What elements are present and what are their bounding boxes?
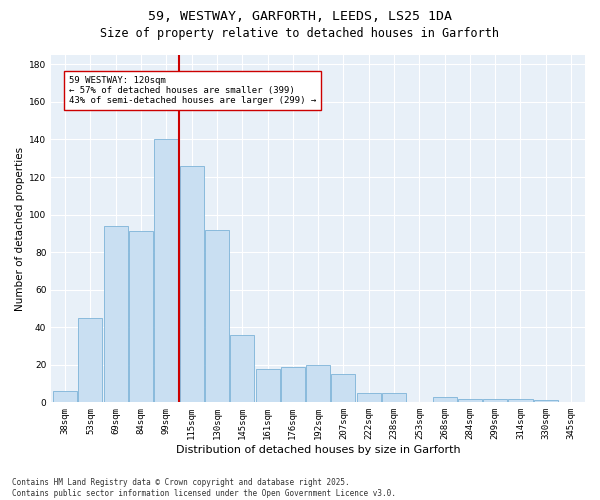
- Bar: [281, 366, 305, 402]
- Text: Size of property relative to detached houses in Garforth: Size of property relative to detached ho…: [101, 28, 499, 40]
- Bar: [79, 318, 103, 402]
- Bar: [306, 365, 330, 403]
- Bar: [154, 140, 178, 402]
- Bar: [179, 166, 203, 402]
- X-axis label: Distribution of detached houses by size in Garforth: Distribution of detached houses by size …: [176, 445, 460, 455]
- Bar: [205, 230, 229, 402]
- Bar: [256, 368, 280, 402]
- Bar: [129, 232, 153, 402]
- Bar: [382, 393, 406, 402]
- Bar: [230, 334, 254, 402]
- Bar: [357, 393, 381, 402]
- Bar: [534, 400, 558, 402]
- Text: 59 WESTWAY: 120sqm
← 57% of detached houses are smaller (399)
43% of semi-detach: 59 WESTWAY: 120sqm ← 57% of detached hou…: [69, 76, 316, 106]
- Bar: [483, 398, 507, 402]
- Text: Contains HM Land Registry data © Crown copyright and database right 2025.
Contai: Contains HM Land Registry data © Crown c…: [12, 478, 396, 498]
- Bar: [433, 396, 457, 402]
- Y-axis label: Number of detached properties: Number of detached properties: [15, 146, 25, 310]
- Bar: [508, 398, 533, 402]
- Bar: [104, 226, 128, 402]
- Bar: [458, 398, 482, 402]
- Bar: [53, 391, 77, 402]
- Text: 59, WESTWAY, GARFORTH, LEEDS, LS25 1DA: 59, WESTWAY, GARFORTH, LEEDS, LS25 1DA: [148, 10, 452, 23]
- Bar: [331, 374, 355, 402]
